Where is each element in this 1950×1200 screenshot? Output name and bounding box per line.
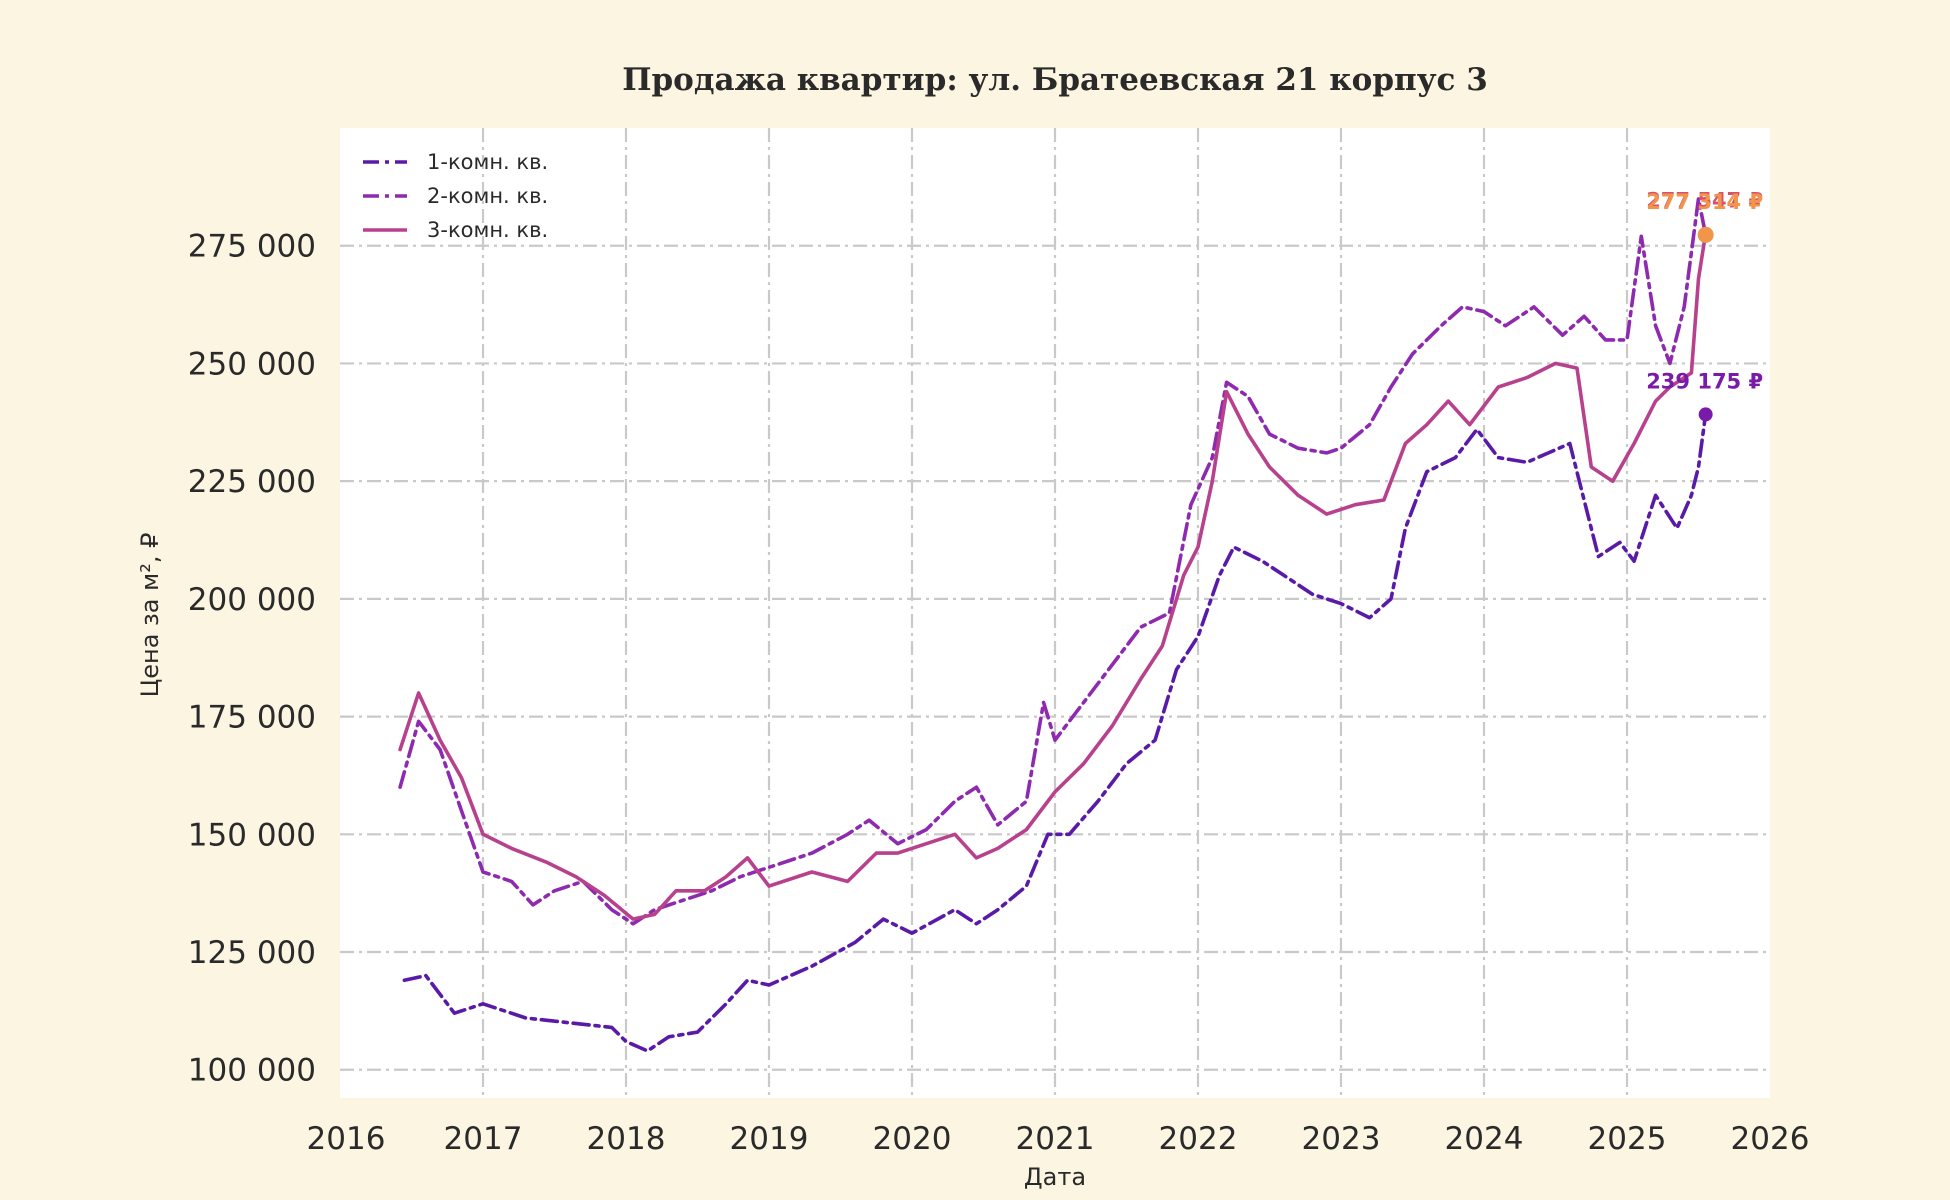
tick-labels: 2016 2017 2018 2019 2020 2021 2022 2023 2024 2025… bbox=[188, 229, 1810, 1157]
legend: 1-комн. кв. 2-комн. кв. 3-комн. кв. bbox=[363, 150, 548, 242]
end-marker-3 bbox=[1697, 226, 1714, 243]
x-tick-label-2024: 2024 bbox=[1445, 1121, 1524, 1157]
end-markers: 239 175 ₽ 277 547 ₽277 314 ₽ bbox=[1646, 189, 1763, 422]
x-tick-label-2021: 2021 bbox=[1016, 1121, 1095, 1157]
plot-area bbox=[340, 128, 1770, 1098]
x-tick-label-2023: 2023 bbox=[1302, 1121, 1381, 1157]
end-value-label-3: 277 314 ₽ bbox=[1646, 190, 1763, 214]
end-value-label-1: 239 175 ₽ bbox=[1646, 369, 1763, 393]
series-lines bbox=[398, 196, 1708, 1053]
x-tick-label-2022: 2022 bbox=[1159, 1121, 1238, 1157]
y-tick-label-175000: 175 000 bbox=[188, 700, 316, 736]
series-line-3 bbox=[398, 231, 1708, 921]
end-value-label-2: 277 547 ₽ bbox=[1646, 189, 1763, 213]
x-axis-label: Дата bbox=[1024, 1163, 1086, 1191]
x-tick-label-2025: 2025 bbox=[1588, 1121, 1667, 1157]
y-tick-label-100000: 100 000 bbox=[188, 1053, 316, 1089]
legend-label-3: 3-комн. кв. bbox=[427, 218, 548, 242]
end-marker-1 bbox=[1698, 407, 1713, 422]
legend-label-1: 1-комн. кв. bbox=[427, 150, 548, 174]
series-line-2 bbox=[398, 196, 1708, 926]
y-tick-label-250000: 250 000 bbox=[188, 346, 316, 382]
x-tick-label-2026: 2026 bbox=[1731, 1121, 1810, 1157]
chart-title: Продажа квартир: ул. Братеевская 21 корп… bbox=[622, 62, 1488, 98]
y-tick-label-275000: 275 000 bbox=[188, 229, 316, 265]
y-axis-label: Цена за м², ₽ bbox=[136, 533, 164, 698]
y-tick-label-150000: 150 000 bbox=[188, 817, 316, 853]
x-tick-label-2018: 2018 bbox=[587, 1121, 666, 1157]
y-tick-label-225000: 225 000 bbox=[188, 464, 316, 500]
legend-label-2: 2-комн. кв. bbox=[427, 184, 548, 208]
y-tick-label-200000: 200 000 bbox=[188, 582, 316, 618]
x-tick-label-2020: 2020 bbox=[873, 1121, 952, 1157]
grid bbox=[340, 128, 1770, 1098]
x-tick-label-2016: 2016 bbox=[307, 1121, 386, 1157]
x-tick-label-2017: 2017 bbox=[444, 1121, 523, 1157]
y-tick-label-125000: 125 000 bbox=[188, 935, 316, 971]
x-tick-label-2019: 2019 bbox=[730, 1121, 809, 1157]
series-line-1 bbox=[402, 412, 1708, 1053]
